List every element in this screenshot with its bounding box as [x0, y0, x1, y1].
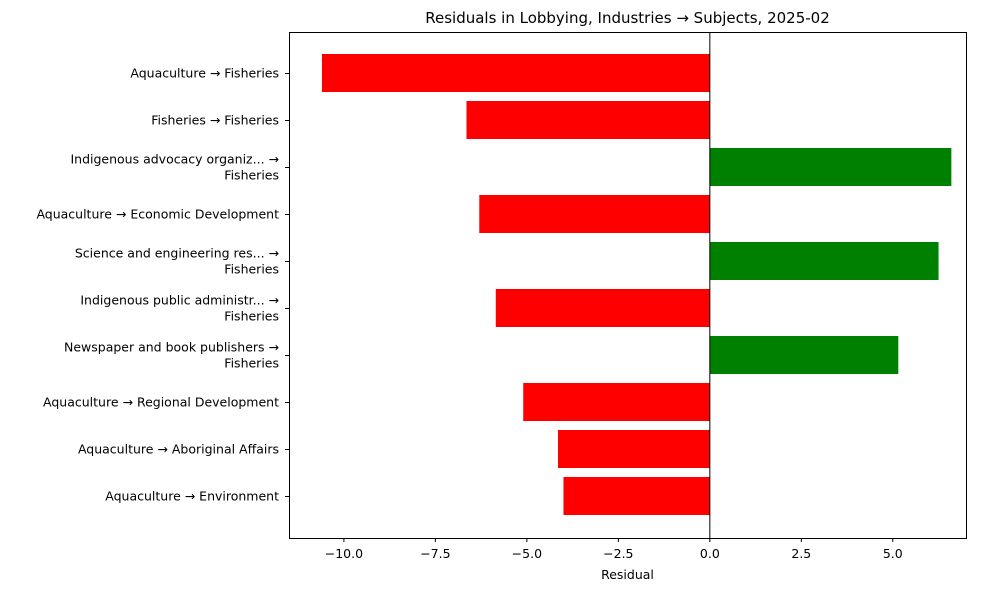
y-tick-label: Science and engineering res... → Fisherie…: [75, 246, 279, 277]
y-tick-label-line: Indigenous public administr... →: [80, 293, 279, 308]
y-tick-label-line: Fisheries → Fisheries: [151, 113, 279, 128]
bar: [321, 54, 710, 92]
y-tick-label-line: Newspaper and book publishers →: [64, 340, 279, 355]
y-tick-label: Aquaculture → Environment: [105, 489, 279, 504]
x-axis: −10.0 −7.5 −5.0 −2.5 0.0 2.5 5.0: [325, 538, 903, 561]
x-tick-label: −2.5: [603, 546, 633, 561]
y-tick-label: Aquaculture → Aboriginal Affairs: [78, 442, 279, 457]
chart-title: Residuals in Lobbying, Industries → Subj…: [425, 9, 830, 27]
x-axis-label: Residual: [601, 567, 654, 582]
plot-frame: [289, 32, 967, 539]
x-tick-label: 2.5: [791, 546, 811, 561]
y-tick-label-line: Fisheries: [224, 168, 279, 183]
y-tick-label: Aquaculture → Regional Development: [43, 395, 279, 410]
bar: [709, 336, 899, 374]
y-tick-label-line: Fisheries: [224, 309, 279, 324]
y-tick-label-line: Indigenous advocacy organiz... →: [70, 152, 279, 167]
x-tick-label: 5.0: [883, 546, 903, 561]
bars-layer: [321, 54, 952, 515]
x-tick-label: −7.5: [420, 546, 450, 561]
y-tick-label: Aquaculture → Economic Development: [36, 207, 279, 222]
bar: [495, 289, 710, 327]
y-tick-label: Indigenous advocacy organiz... → Fisherie…: [70, 152, 279, 183]
x-tick-label: 0.0: [700, 546, 720, 561]
y-tick-label: Fisheries → Fisheries: [151, 113, 279, 128]
y-tick-label-line: Aquaculture → Environment: [105, 489, 279, 504]
y-tick-label-line: Aquaculture → Economic Development: [36, 207, 279, 222]
y-axis: Aquaculture → Fisheries Fisheries → Fishe…: [36, 66, 289, 504]
bar: [563, 477, 710, 515]
bar: [523, 383, 710, 421]
y-tick-label: Aquaculture → Fisheries: [130, 66, 279, 81]
y-tick-label: Newspaper and book publishers → Fisheries: [64, 340, 279, 371]
bar: [709, 148, 952, 186]
y-tick-label: Indigenous public administr... → Fisherie…: [80, 293, 279, 324]
bar: [479, 195, 710, 233]
bar: [557, 430, 710, 468]
bar: [466, 101, 710, 139]
y-tick-label-line: Science and engineering res... →: [75, 246, 279, 261]
y-tick-label-line: Aquaculture → Fisheries: [130, 66, 279, 81]
x-tick-label: −10.0: [325, 546, 363, 561]
y-tick-label-line: Fisheries: [224, 356, 279, 371]
y-tick-label-line: Aquaculture → Regional Development: [43, 395, 279, 410]
y-tick-label-line: Aquaculture → Aboriginal Affairs: [78, 442, 279, 457]
y-tick-label-line: Fisheries: [224, 262, 279, 277]
x-tick-label: −5.0: [512, 546, 542, 561]
bar: [709, 242, 939, 280]
